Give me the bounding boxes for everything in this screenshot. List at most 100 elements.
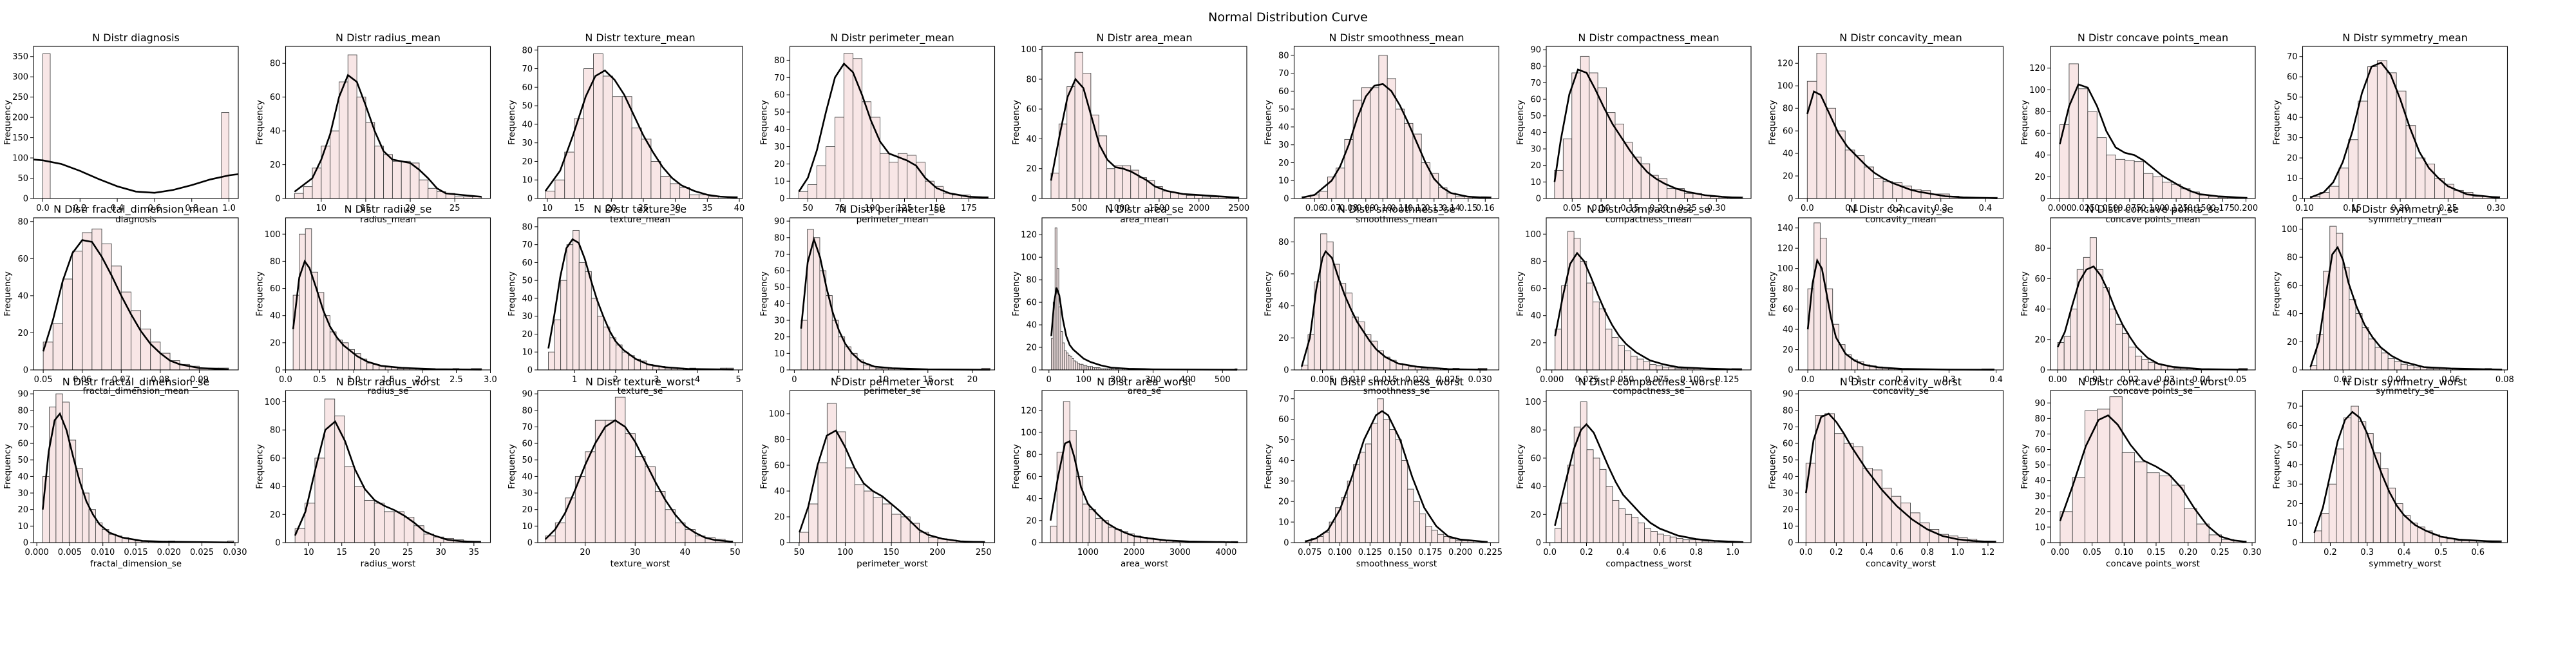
histogram-bar (1643, 361, 1651, 371)
y-axis-label: Frequency (255, 100, 265, 145)
histogram-bar (2355, 313, 2363, 371)
y-tick-label: 40 (774, 125, 785, 135)
x-tick-label: 0.050 (2094, 204, 2118, 213)
kde-curve (2313, 410, 2502, 543)
x-tick-label: 0.125 (1358, 548, 1382, 557)
histogram-bar (566, 244, 574, 371)
x-axis-label: compactness_mean (1605, 215, 1692, 225)
x-tick-label: 0.05 (2083, 548, 2101, 557)
x-tick-label: 0.200 (2234, 204, 2258, 213)
x-axis-label: concave points_se (2113, 386, 2193, 396)
histogram-bar (2348, 139, 2359, 199)
y-tick-label: 300 (12, 73, 28, 82)
kde-curve (2056, 265, 2248, 371)
y-tick-label: 70 (17, 423, 28, 432)
y-axis-label: Frequency (2020, 100, 2030, 145)
histogram-bar (2351, 405, 2359, 543)
histogram-bar (111, 266, 122, 371)
subplot: 50 75 100 125 150 175 0 10 20 30 40 50 60 70 80 N Distr… (759, 32, 996, 225)
x-axis-label: perimeter_mean (857, 215, 929, 225)
y-tick-label: 60 (1278, 87, 1289, 97)
y-tick-label: 20 (1278, 334, 1289, 343)
x-tick-label: 15 (336, 548, 347, 557)
kde-curve (42, 412, 234, 544)
histogram-bar (2374, 347, 2382, 371)
y-tick-label: 10 (2034, 523, 2045, 532)
subplot-title: N Distr symmetry_se (2351, 203, 2459, 216)
x-tick-label: 0.100 (1328, 548, 1352, 557)
y-tick-label: 100 (1777, 82, 1794, 92)
histogram-bar (1631, 517, 1639, 543)
x-tick-label: 2 (613, 375, 618, 385)
x-tick-label: 30 (670, 204, 681, 213)
histogram-bar (1618, 345, 1625, 371)
y-tick-label: 80 (17, 406, 28, 416)
x-tick-label: 0.05 (34, 375, 53, 385)
histogram-bar (1408, 366, 1416, 371)
histogram-bar (312, 168, 322, 199)
histogram-bar (1560, 503, 1568, 543)
x-tick-label: 3.0 (484, 375, 497, 385)
x-tick-label: 10 (303, 548, 314, 557)
y-tick-label: 0 (275, 195, 280, 204)
y-tick-label: 80 (2034, 108, 2045, 117)
x-tick-label: 3 (654, 375, 659, 385)
x-tick-label: 0.020 (157, 548, 181, 557)
x-tick-label: 0.000 (25, 548, 49, 557)
x-tick-label: 0.05 (1563, 204, 1582, 213)
y-tick-label: 70 (522, 423, 533, 432)
y-tick-label: 60 (1530, 284, 1541, 294)
subplot-title: N Distr concave points_worst (2078, 376, 2228, 389)
y-tick-label: 40 (1026, 321, 1037, 331)
x-tick-label: 0.1 (1845, 204, 1859, 213)
kde-curve (547, 238, 734, 371)
axes-frame (1293, 390, 1500, 543)
kde-curve (1804, 412, 1996, 543)
x-tick-label: 0.100 (1680, 375, 1704, 385)
x-tick-label: 0.10 (1374, 204, 1392, 213)
histogram-bar (1843, 443, 1854, 543)
x-tick-label: 0.4 (1616, 548, 1630, 557)
histogram-bar (1826, 108, 1836, 199)
x-tick-label: 0.04 (2192, 375, 2211, 385)
subplot-title: N Distr smoothness_mean (1329, 32, 1464, 44)
histogram-bar (928, 537, 938, 543)
x-tick-label: 0.00 (2050, 548, 2069, 557)
histogram-bar (2148, 362, 2155, 371)
histogram-bar (564, 151, 575, 199)
y-axis-label: Frequency (759, 100, 770, 145)
y-tick-label: 100 (12, 154, 28, 164)
kde-curve (292, 259, 482, 371)
y-tick-label: 80 (2034, 414, 2045, 424)
kde-curve (1554, 423, 1744, 543)
x-tick-label: 0 (791, 375, 797, 385)
histogram-bar (1352, 99, 1362, 199)
y-tick-label: 20 (1783, 505, 1794, 515)
y-axis-label: Frequency (1515, 444, 1526, 489)
y-tick-label: 50 (522, 276, 533, 286)
x-tick-label: 0.025 (2071, 204, 2095, 213)
histogram-bar (548, 351, 555, 371)
histogram-bar (314, 458, 325, 543)
y-tick-label: 0 (527, 366, 533, 376)
x-tick-label: 30 (630, 548, 641, 557)
y-tick-label: 60 (1278, 269, 1289, 279)
histogram-bar (1437, 534, 1444, 543)
y-tick-label: 60 (270, 454, 281, 463)
x-tick-label: 0.015 (124, 548, 147, 557)
axes-frame (1546, 390, 1752, 543)
histogram-bar (2143, 173, 2154, 199)
x-tick-label: 0.2 (1895, 375, 1909, 385)
x-tick-label: 0.08 (151, 375, 169, 385)
y-tick-label: 20 (270, 510, 281, 520)
x-tick-label: 0.8 (1689, 548, 1703, 557)
histogram-bar (1611, 336, 1619, 371)
histogram-bar (62, 278, 73, 371)
histogram-bar (853, 58, 862, 199)
subplot: 0 5 10 15 20 0 10 20 30 40 50 60 70 80 90 N Distr perim… (759, 203, 996, 396)
axes-frame (2302, 46, 2508, 199)
histogram-bar (2063, 336, 2071, 371)
x-tick-label: 0.0 (1801, 375, 1815, 385)
y-tick-label: 50 (2287, 441, 2298, 450)
y-tick-label: 100 (1525, 398, 1541, 407)
